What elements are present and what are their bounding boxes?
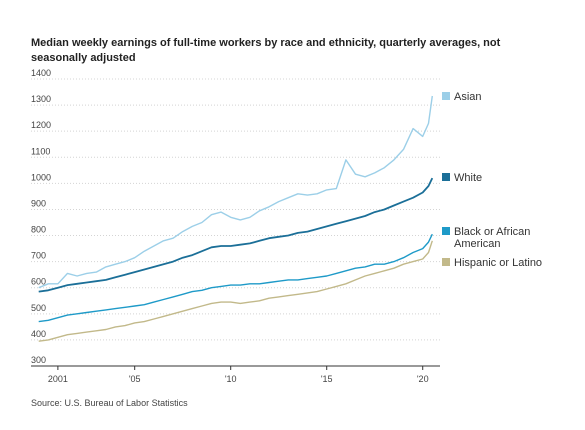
series-line-black-or-african-american: [38, 233, 433, 323]
legend-label-hispanic-or-latino: Hispanic or Latino: [454, 257, 542, 269]
y-axis-ticks: 300 400 500 600 700 800 900 1000 1100 1200 1300 140…: [31, 68, 51, 365]
y-tick-label: 300: [31, 355, 46, 365]
legend-swatch-hispanic-or-latino: [442, 258, 450, 266]
y-tick-label: 800: [31, 225, 46, 235]
x-tick-label: '15: [321, 374, 333, 384]
chart-title: Median weekly earnings of full-time work…: [31, 37, 501, 64]
legend-swatch-asian: [442, 92, 450, 100]
y-tick-label: 700: [31, 251, 46, 261]
x-tick-label: '10: [225, 374, 237, 384]
y-tick-label: 600: [31, 277, 46, 287]
legend-swatch-white: [442, 173, 450, 181]
y-tick-label: 400: [31, 329, 46, 339]
legend-swatch-black-or-african-american: [442, 227, 450, 235]
legend-label-black-or-african-american: American: [454, 238, 500, 250]
x-tick-label: '05: [129, 374, 141, 384]
x-tick-label: 2001: [48, 374, 68, 384]
series-line-white: [38, 177, 434, 293]
source-note: Source: U.S. Bureau of Labor Statistics: [31, 398, 188, 408]
series-line-hispanic-or-latino: [38, 240, 433, 342]
y-tick-label: 1000: [31, 172, 51, 182]
series-line-asian: [38, 95, 433, 289]
legend-label-asian: Asian: [454, 91, 482, 103]
y-tick-label: 1100: [31, 146, 50, 156]
x-tick-label: '20: [417, 374, 429, 384]
y-tick-label: 1300: [31, 94, 51, 104]
y-tick-label: 1200: [31, 120, 51, 130]
grid-lines: [31, 78, 440, 341]
legend-label-black-or-african-american: Black or African: [454, 226, 530, 238]
legend-label-white: White: [454, 172, 482, 184]
y-tick-label: 1400: [31, 68, 51, 78]
series-lines: [38, 95, 434, 342]
y-tick-label: 900: [31, 198, 46, 208]
y-tick-label: 500: [31, 303, 46, 313]
x-axis-ticks: 2001 '05 '10 '15 '20: [48, 366, 429, 384]
